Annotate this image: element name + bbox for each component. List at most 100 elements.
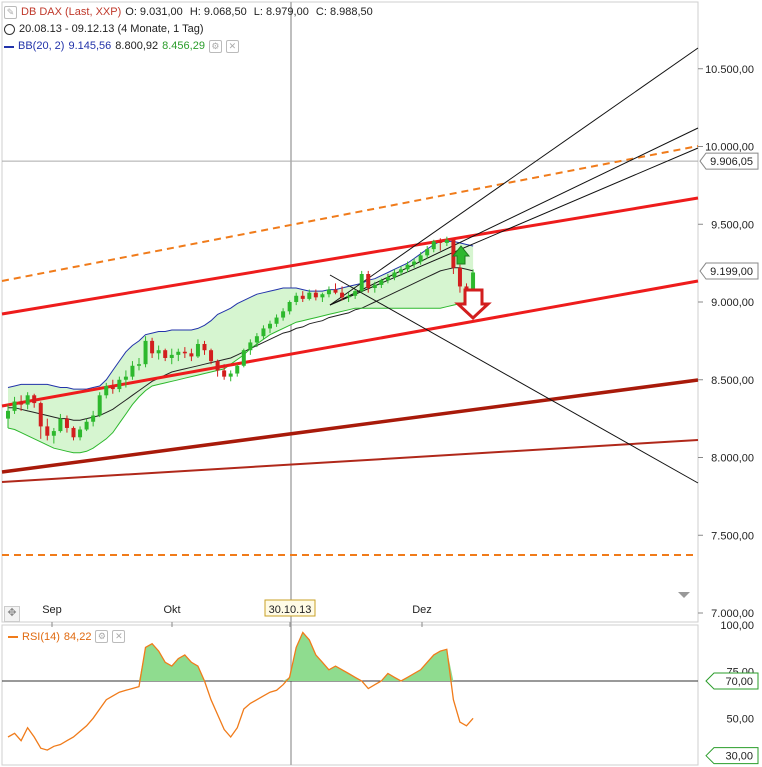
x-tick-label: Dez bbox=[412, 604, 432, 616]
candle-body bbox=[209, 350, 214, 362]
scroll-down-icon bbox=[678, 592, 690, 598]
candle-body bbox=[130, 365, 135, 377]
candle-body bbox=[431, 241, 436, 250]
expand-panel-button[interactable]: ✥ bbox=[4, 606, 20, 622]
candle-body bbox=[392, 272, 397, 278]
high-value: H: 9.068,50 bbox=[189, 6, 247, 18]
candle-body bbox=[176, 351, 181, 355]
candle-body bbox=[12, 401, 17, 411]
rsi-swatch bbox=[8, 635, 18, 638]
candle-body bbox=[268, 323, 272, 329]
legend-bb-row: BB(20, 2) 9.145,56 8.800,92 8.456,29 ⚙ ✕ bbox=[4, 38, 377, 55]
rsi-label: RSI(14) bbox=[22, 630, 60, 643]
bollinger-middle-line bbox=[8, 267, 474, 421]
candle-body bbox=[163, 350, 168, 358]
candle-body bbox=[418, 255, 423, 262]
candle-body bbox=[25, 395, 30, 405]
candle-body bbox=[150, 340, 155, 354]
rsi-line bbox=[7, 631, 474, 751]
candle-body bbox=[241, 350, 246, 366]
ohlc-values: O: 9.031,00 H: 9.068,50 L: 8.979,00 C: 8… bbox=[125, 4, 377, 21]
rsi-marker-label: 30,00 bbox=[725, 751, 753, 763]
y-tick-label: 8.000,00 bbox=[711, 453, 754, 465]
bb-swatch bbox=[4, 45, 14, 48]
candle-body bbox=[340, 292, 345, 298]
edit-icon[interactable]: ✎ bbox=[4, 6, 17, 19]
candle-body bbox=[123, 376, 128, 380]
candle-body bbox=[313, 292, 318, 298]
candle-body bbox=[189, 353, 194, 357]
price-marker-label: 9.199,00 bbox=[710, 266, 753, 278]
candle-body bbox=[425, 249, 430, 256]
price-marker-box bbox=[699, 152, 759, 170]
candle-body bbox=[274, 317, 279, 324]
up-fan-line-mid bbox=[329, 127, 699, 306]
y-tick-label: 7.500,00 bbox=[711, 530, 754, 542]
rsi-marker-box bbox=[705, 747, 759, 765]
up-arrow-icon bbox=[451, 245, 471, 265]
bollinger-upper-line bbox=[7, 240, 474, 390]
down-arrow-icon bbox=[454, 288, 492, 321]
clock-icon bbox=[4, 24, 15, 35]
settings-icon[interactable]: ⚙ bbox=[208, 40, 222, 53]
channel-upper-line bbox=[1, 196, 699, 316]
candle-body bbox=[32, 395, 37, 404]
candle-body bbox=[385, 277, 390, 281]
candle-body bbox=[117, 379, 122, 390]
rsi-legend: RSI(14) 84,22 ⚙ ✕ bbox=[8, 630, 126, 643]
candle-body bbox=[359, 274, 364, 292]
price-marker-label: 9.906,05 bbox=[710, 156, 753, 168]
candle-body bbox=[300, 295, 305, 299]
rsi-overbought-fill bbox=[8, 632, 474, 681]
candle-body bbox=[104, 385, 109, 396]
date-range: 20.08.13 - 09.12.13 (4 Monate, 1 Tag) bbox=[19, 23, 204, 35]
expand-icon: ✥ bbox=[4, 606, 20, 622]
rsi-tick-label: 100,00 bbox=[720, 620, 754, 632]
legend-instrument-row: ✎ DB DAX (Last, XXP) O: 9.031,00 H: 9.06… bbox=[4, 4, 377, 21]
candle-body bbox=[235, 365, 240, 374]
candle-body bbox=[254, 336, 259, 343]
candle-body bbox=[353, 291, 358, 296]
rsi-close-icon[interactable]: ✕ bbox=[112, 630, 126, 643]
candle-body bbox=[91, 415, 96, 422]
candle-body bbox=[78, 429, 83, 438]
candle-body bbox=[457, 267, 462, 287]
candle-body bbox=[399, 269, 403, 273]
candle-body bbox=[202, 343, 207, 351]
candle-body bbox=[6, 410, 10, 419]
candle-body bbox=[45, 426, 50, 436]
legend-range-row: 20.08.13 - 09.12.13 (4 Monate, 1 Tag) bbox=[4, 21, 377, 38]
instrument-name: DB DAX (Last, XXP) bbox=[21, 6, 122, 18]
rsi-marker-label: 70,00 bbox=[725, 676, 753, 688]
close-value: C: 8.988,50 bbox=[315, 6, 373, 18]
candle-body bbox=[228, 373, 233, 377]
candle-body bbox=[366, 274, 371, 289]
chart-legend: ✎ DB DAX (Last, XXP) O: 9.031,00 H: 9.06… bbox=[4, 4, 377, 55]
rsi-tick-label: 50,00 bbox=[726, 713, 754, 725]
long-support-line bbox=[1, 378, 699, 474]
candle-body bbox=[58, 418, 63, 432]
y-tick-label: 8.500,00 bbox=[711, 375, 754, 387]
bb-lower-value: 8.456,29 bbox=[162, 40, 205, 52]
candle-body bbox=[261, 328, 266, 337]
candle-body bbox=[281, 311, 286, 318]
y-tick-label: 10.000,00 bbox=[705, 142, 754, 154]
candle-body bbox=[19, 401, 24, 405]
candle-body bbox=[379, 280, 384, 285]
x-tick-label: 30.10.13 bbox=[269, 604, 312, 616]
open-value: O: 9.031,00 bbox=[125, 6, 183, 18]
candle-body bbox=[64, 418, 69, 428]
candle-body bbox=[471, 272, 476, 301]
y-tick-label: 7.000,00 bbox=[711, 608, 754, 620]
y-tick-label: 9.000,00 bbox=[711, 297, 754, 309]
lower-support-line bbox=[1, 439, 699, 483]
candle-body bbox=[182, 351, 187, 354]
candle-body bbox=[333, 289, 338, 293]
y-tick-label: 10.500,00 bbox=[705, 64, 754, 76]
bb-label: BB(20, 2) bbox=[18, 40, 65, 52]
candle-body bbox=[38, 403, 43, 427]
candle-body bbox=[156, 350, 161, 354]
rsi-settings-icon[interactable]: ⚙ bbox=[95, 630, 109, 643]
close-icon[interactable]: ✕ bbox=[225, 40, 239, 53]
